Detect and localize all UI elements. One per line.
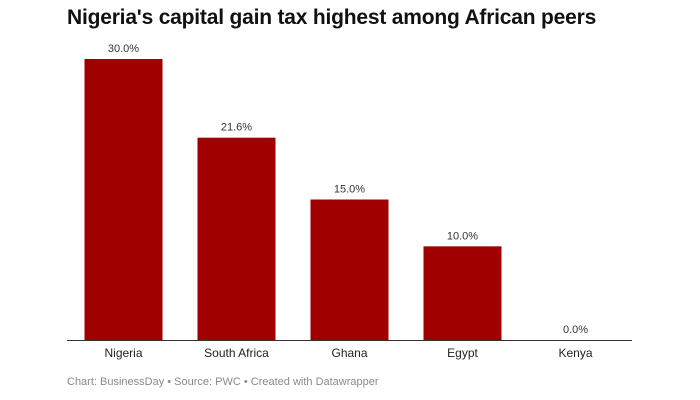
value-label-kenya: 0.0%: [563, 324, 588, 336]
x-tick-label-egypt: Egypt: [447, 346, 478, 360]
x-tick-label-nigeria: Nigeria: [104, 346, 142, 360]
x-tick-labels-group: Nigeria South Africa Ghana Egypt Kenya: [104, 346, 592, 360]
chart-footer: Chart: BusinessDay • Source: PWC • Creat…: [67, 376, 379, 388]
value-labels-group: 30.0% 21.6% 15.0% 10.0% 0.0%: [108, 43, 588, 336]
bar-nigeria: [84, 59, 163, 340]
bar-south-africa: [197, 137, 276, 340]
bars-group: [84, 59, 502, 340]
x-tick-label-ghana: Ghana: [331, 346, 367, 360]
value-label-south-africa: 21.6%: [221, 122, 252, 134]
value-label-nigeria: 30.0%: [108, 43, 139, 55]
chart-title: Nigeria's capital gain tax highest among…: [67, 6, 597, 29]
x-tick-label-south-africa: South Africa: [204, 346, 269, 360]
x-tick-label-kenya: Kenya: [558, 346, 592, 360]
bar-ghana: [310, 199, 389, 340]
value-label-egypt: 10.0%: [447, 230, 478, 242]
bar-egypt: [423, 246, 502, 340]
value-label-ghana: 15.0%: [334, 184, 365, 196]
